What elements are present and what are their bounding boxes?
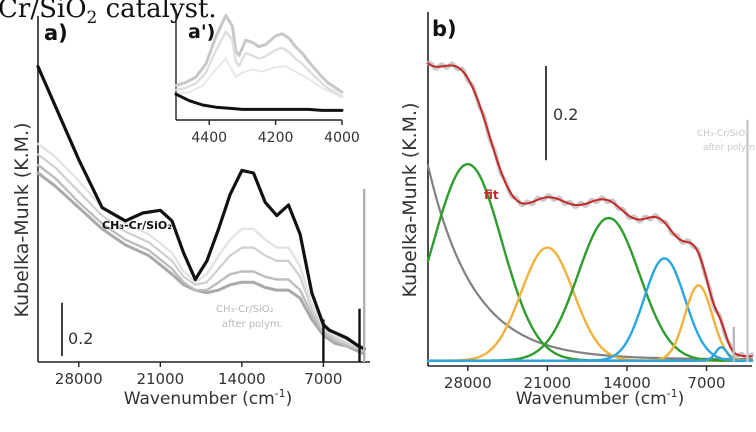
chart-b-x-tick-label: 21000	[524, 374, 572, 392]
chart-b-component-5	[426, 346, 754, 362]
inset-series-line-1	[174, 30, 344, 98]
chart-b-series	[426, 60, 754, 362]
chart-a-series	[36, 65, 366, 362]
inset-series-line-3	[174, 92, 344, 112]
inset-ticks: 4400 4200 4000	[191, 120, 360, 146]
chart-b-x-tick-label: 7000	[687, 374, 725, 392]
chart-b-annotation-fit: fit	[484, 188, 499, 202]
chart-a-x-tick-label: 28000	[55, 370, 103, 388]
chart-a-annotation-ch3-cr-sio2: CH₃-Cr/SiO₂	[102, 219, 172, 232]
chart-a-annotation-after-polym: after polym.	[222, 319, 283, 330]
inset-series-line-0	[174, 13, 344, 94]
inset-x-tick-label: 4000	[324, 130, 360, 146]
chart-b-x-tick-label: 14000	[603, 374, 651, 392]
chart-b-annotation-after-polym: after polym.	[703, 143, 756, 153]
caption-fragment: Cr/SiO2 catalyst.	[0, 0, 217, 28]
chart-a-panel-label: a)	[44, 21, 68, 45]
chart-b-scale-bar-label: 0.2	[553, 105, 578, 124]
chart-a-ticks: 28000 21000 14000 7000	[55, 362, 342, 388]
chart-a-scale-bar-label: 0.2	[68, 329, 93, 348]
chart-a-x-tick-label: 14000	[218, 370, 266, 388]
chart-a-x-axis-label: Wavenumber (cm-1)	[124, 387, 293, 409]
chart-a-series-line-4	[36, 171, 366, 356]
chart-a-series-line-2	[36, 153, 366, 353]
chart-a-annotation-ch3-cr-sio2-polym: CH₃-Cr/SiO₂	[216, 304, 274, 315]
inset-series-line-2	[175, 57, 343, 99]
chart-b-ticks: 28000 21000 14000 7000	[444, 366, 726, 392]
chart-a-y-axis-label: Kubelka-Munk (K.M.)	[11, 122, 33, 317]
chart-b-component-4	[426, 284, 754, 362]
chart-a-inset: 4400 4200 4000 a')	[174, 10, 360, 146]
chart-b-x-tick-label: 28000	[444, 374, 492, 392]
chart-a-series-line-3	[36, 163, 366, 353]
chart-a-series-line-0	[36, 65, 366, 351]
chart-b-y-axis-label: Kubelka-Munk (K.M.)	[399, 102, 421, 297]
chart-a-series-line-1	[36, 142, 366, 350]
chart-b-annotation-ch3-cr-sio2: CH₃-Cr/SiO₂	[697, 129, 749, 139]
chart-b-x-axis-label: Wavenumber (cm-1)	[516, 387, 685, 409]
inset-x-tick-label: 4200	[258, 130, 294, 146]
chart-b: 28000 21000 14000 7000 b) Kubelka-Munk (K.M…	[399, 12, 756, 409]
inset-series	[174, 13, 344, 112]
chart-b-fit-line	[427, 62, 753, 358]
inset-panel-label: a')	[188, 21, 215, 43]
chart-a: 28000 21000 14000 7000 a) Kubelka-Munk (K.M…	[11, 10, 370, 409]
chart-b-panel-label: b)	[432, 17, 457, 41]
chart-a-x-tick-label: 7000	[304, 370, 342, 388]
inset-x-tick-label: 4400	[191, 130, 227, 146]
chart-b-measured-line	[426, 60, 754, 361]
chart-a-x-tick-label: 21000	[136, 370, 184, 388]
